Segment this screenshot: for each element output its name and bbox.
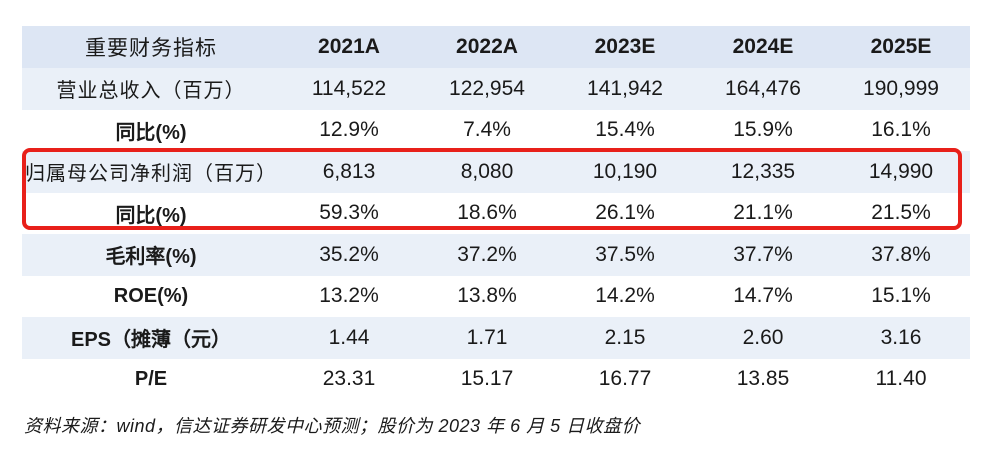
table-cell: 26.1% bbox=[595, 201, 655, 225]
table-cell: 14.2% bbox=[595, 284, 655, 308]
table-cell: 23.31 bbox=[322, 367, 376, 391]
table-cell: 10,190 bbox=[556, 151, 694, 193]
header-2025e: 2025E bbox=[832, 26, 970, 68]
table-row: 同比(%) 59.3% 18.6% 26.1% 21.1% 21.5% bbox=[22, 193, 970, 235]
table-cell: 37.8% bbox=[832, 234, 970, 276]
table-cell: 190,999 bbox=[832, 68, 970, 110]
table-cell: 7.4% bbox=[463, 118, 511, 142]
table-cell: 37.2% bbox=[418, 234, 556, 276]
table-row: 毛利率(%) 35.2% 37.2% 37.5% 37.7% 37.8% bbox=[22, 234, 970, 276]
table-cell: 15.17 bbox=[460, 367, 514, 391]
header-2021a: 2021A bbox=[280, 26, 418, 68]
source-note: 资料来源：wind，信达证券研发中心预测；股价为 2023 年 6 月 5 日收… bbox=[24, 416, 641, 436]
table-cell: 18.6% bbox=[457, 201, 517, 225]
row-label: P/E bbox=[134, 367, 168, 390]
table-cell: 164,476 bbox=[694, 68, 832, 110]
row-label: 同比(%) bbox=[115, 121, 187, 144]
table-header-row: 重要财务指标 2021A 2022A 2023E 2024E 2025E bbox=[22, 26, 970, 68]
table-cell: 15.9% bbox=[733, 118, 793, 142]
table-cell: 37.5% bbox=[556, 234, 694, 276]
table-cell: 21.1% bbox=[733, 201, 793, 225]
row-label: 毛利率(%) bbox=[22, 234, 280, 276]
financial-table-wrapper: 重要财务指标 2021A 2022A 2023E 2024E 2025E 营业总… bbox=[22, 26, 970, 400]
table-row: P/E 23.31 15.17 16.77 13.85 11.40 bbox=[22, 359, 970, 401]
table-cell: 14.7% bbox=[733, 284, 793, 308]
table-cell: 15.4% bbox=[595, 118, 655, 142]
header-2023e: 2023E bbox=[556, 26, 694, 68]
table-cell: 2.60 bbox=[694, 317, 832, 359]
table-cell: 16.1% bbox=[871, 118, 931, 142]
table-cell: 2.15 bbox=[556, 317, 694, 359]
table-cell: 1.71 bbox=[418, 317, 556, 359]
row-label: ROE(%) bbox=[113, 284, 189, 307]
table-cell: 13.85 bbox=[736, 367, 790, 391]
table-row: 营业总收入（百万） 114,522 122,954 141,942 164,47… bbox=[22, 68, 970, 110]
table-row: ROE(%) 13.2% 13.8% 14.2% 14.7% 15.1% bbox=[22, 276, 970, 318]
table-row: 归属母公司净利润（百万） 6,813 8,080 10,190 12,335 1… bbox=[22, 151, 970, 193]
table-cell: 3.16 bbox=[832, 317, 970, 359]
table-cell: 15.1% bbox=[871, 284, 931, 308]
header-indicator: 重要财务指标 bbox=[22, 26, 280, 68]
table-cell: 16.77 bbox=[598, 367, 652, 391]
table-cell: 8,080 bbox=[418, 151, 556, 193]
financial-indicators-table: 重要财务指标 2021A 2022A 2023E 2024E 2025E 营业总… bbox=[22, 26, 970, 400]
table-cell: 1.44 bbox=[280, 317, 418, 359]
row-label: 归属母公司净利润（百万） bbox=[22, 151, 280, 193]
table-cell: 14,990 bbox=[832, 151, 970, 193]
header-2022a: 2022A bbox=[418, 26, 556, 68]
table-cell: 13.2% bbox=[319, 284, 379, 308]
table-cell: 114,522 bbox=[280, 68, 418, 110]
table-cell: 11.40 bbox=[875, 367, 927, 391]
table-cell: 59.3% bbox=[319, 201, 379, 225]
table-cell: 6,813 bbox=[280, 151, 418, 193]
table-cell: 35.2% bbox=[280, 234, 418, 276]
table-cell: 37.7% bbox=[694, 234, 832, 276]
row-label: 营业总收入（百万） bbox=[22, 68, 280, 110]
row-label: 同比(%) bbox=[115, 204, 187, 227]
table-cell: 141,942 bbox=[556, 68, 694, 110]
table-cell: 12.9% bbox=[319, 118, 379, 142]
table-cell: 12,335 bbox=[694, 151, 832, 193]
table-row: 同比(%) 12.9% 7.4% 15.4% 15.9% 16.1% bbox=[22, 110, 970, 152]
row-label: EPS（摊薄（元） bbox=[22, 317, 280, 359]
table-row: EPS（摊薄（元） 1.44 1.71 2.15 2.60 3.16 bbox=[22, 317, 970, 359]
table-cell: 21.5% bbox=[871, 201, 931, 225]
table-cell: 122,954 bbox=[418, 68, 556, 110]
header-2024e: 2024E bbox=[694, 26, 832, 68]
table-cell: 13.8% bbox=[457, 284, 517, 308]
